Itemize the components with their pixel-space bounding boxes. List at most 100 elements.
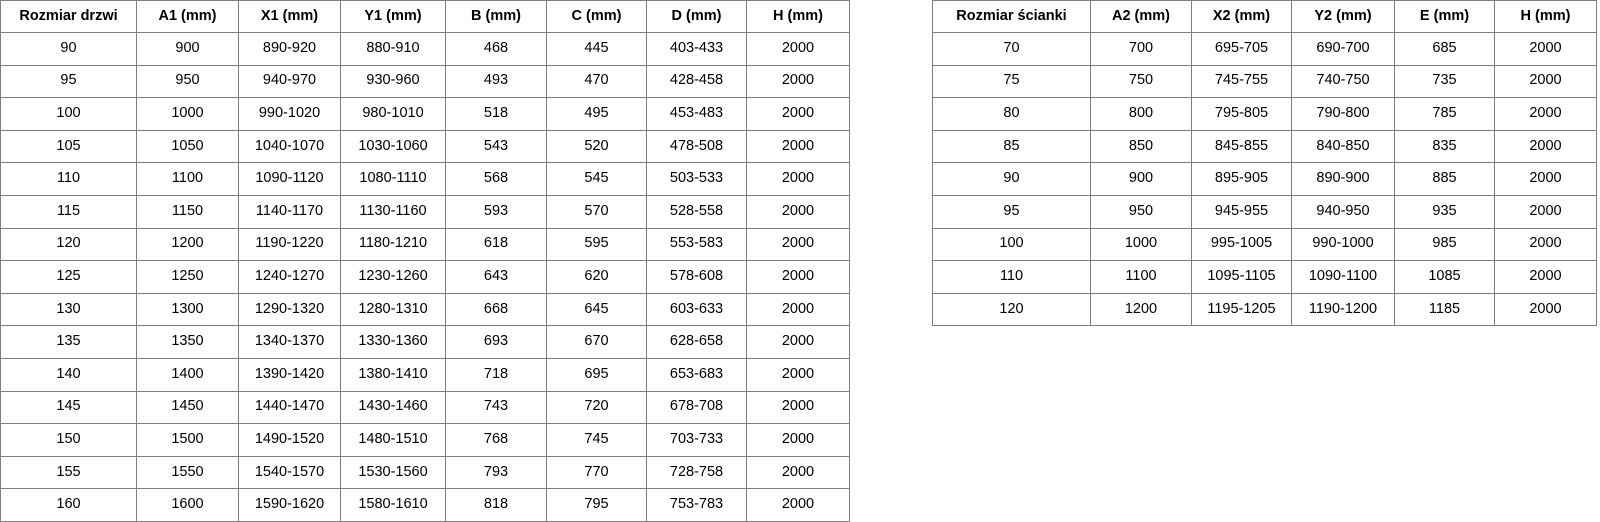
table-row: 70 700 695-705 690-700 685 2000 bbox=[932, 32, 1597, 66]
table-cell: 668 bbox=[445, 292, 547, 327]
table-cell: 160 bbox=[0, 488, 137, 522]
table-cell: 2000 bbox=[746, 260, 850, 294]
table-cell: 95 bbox=[932, 194, 1091, 229]
table-cell: 2000 bbox=[746, 32, 850, 66]
table-cell: 1190-1200 bbox=[1291, 292, 1395, 327]
table-cell: 2000 bbox=[1494, 292, 1597, 327]
table-cell: 135 bbox=[0, 325, 137, 359]
table-cell: 90 bbox=[0, 32, 137, 66]
table-cell: 1580-1610 bbox=[340, 488, 446, 522]
table-cell: 1490-1520 bbox=[238, 423, 341, 457]
table-cell: 785 bbox=[1394, 97, 1495, 131]
table-cell: 75 bbox=[932, 64, 1091, 99]
table-row: 100 1000 990-1020 980-1010 518 495 453-483 2000 bbox=[0, 97, 850, 131]
table-cell: 768 bbox=[445, 423, 547, 457]
table-cell: 503-533 bbox=[646, 162, 747, 196]
table-row: 90 900 890-920 880-910 468 445 403-433 2000 bbox=[0, 32, 850, 66]
table-cell: 120 bbox=[932, 292, 1091, 327]
table-cell: 520 bbox=[546, 129, 647, 164]
table-cell: 1030-1060 bbox=[340, 129, 446, 164]
wall-size-column-header-1: A2 (mm) bbox=[1090, 0, 1192, 33]
table-cell: 1530-1560 bbox=[340, 455, 446, 490]
table-cell: 140 bbox=[0, 357, 137, 392]
table-header-row: Rozmiar ścianki A2 (mm) X2 (mm) Y2 (mm) E (m… bbox=[932, 0, 1597, 33]
table-cell: 800 bbox=[1090, 97, 1192, 131]
table-cell: 750 bbox=[1090, 64, 1192, 99]
table-cell: 115 bbox=[0, 194, 137, 229]
wall-size-column-header-0: Rozmiar ścianki bbox=[932, 0, 1091, 33]
wall-size-table-head: Rozmiar ścianki A2 (mm) X2 (mm) Y2 (mm) E (m… bbox=[932, 0, 1597, 33]
table-cell: 835 bbox=[1394, 129, 1495, 164]
table-cell: 130 bbox=[0, 292, 137, 327]
table-cell: 1200 bbox=[136, 227, 239, 262]
door-size-column-header-6: D (mm) bbox=[646, 0, 747, 33]
wall-size-column-header-4: E (mm) bbox=[1394, 0, 1495, 33]
table-cell: 2000 bbox=[746, 488, 850, 522]
table-cell: 718 bbox=[445, 357, 547, 392]
table-cell: 1350 bbox=[136, 325, 239, 359]
table-cell: 1500 bbox=[136, 423, 239, 457]
table-cell: 1090-1120 bbox=[238, 162, 341, 196]
door-size-table-head: Rozmiar drzwi A1 (mm) X1 (mm) Y1 (mm) B (mm)… bbox=[0, 0, 850, 33]
table-cell: 885 bbox=[1394, 162, 1495, 196]
table-cell: 840-850 bbox=[1291, 129, 1395, 164]
table-cell: 125 bbox=[0, 260, 137, 294]
table-cell: 735 bbox=[1394, 64, 1495, 99]
table-cell: 890-900 bbox=[1291, 162, 1395, 196]
table-cell: 950 bbox=[1090, 194, 1192, 229]
table-cell: 1550 bbox=[136, 455, 239, 490]
table-cell: 553-583 bbox=[646, 227, 747, 262]
table-cell: 80 bbox=[932, 97, 1091, 131]
table-cell: 985 bbox=[1394, 227, 1495, 262]
table-row: 120 1200 1195-1205 1190-1200 1185 2000 bbox=[932, 292, 1597, 327]
table-cell: 743 bbox=[445, 390, 547, 425]
table-cell: 1040-1070 bbox=[238, 129, 341, 164]
table-cell: 1290-1320 bbox=[238, 292, 341, 327]
table-cell: 545 bbox=[546, 162, 647, 196]
table-cell: 1480-1510 bbox=[340, 423, 446, 457]
table-cell: 493 bbox=[445, 64, 547, 99]
table-cell: 2000 bbox=[1494, 162, 1597, 196]
table-cell: 620 bbox=[546, 260, 647, 294]
door-size-table-body: 90 900 890-920 880-910 468 445 403-433 2000 95 95… bbox=[0, 32, 850, 522]
table-row: 100 1000 995-1005 990-1000 985 2000 bbox=[932, 227, 1597, 262]
table-cell: 150 bbox=[0, 423, 137, 457]
table-cell: 618 bbox=[445, 227, 547, 262]
table-cell: 2000 bbox=[1494, 64, 1597, 99]
table-cell: 110 bbox=[0, 162, 137, 196]
table-row: 110 1100 1090-1120 1080-1110 568 545 503-533 20… bbox=[0, 162, 850, 196]
table-cell: 770 bbox=[546, 455, 647, 490]
table-cell: 1185 bbox=[1394, 292, 1495, 327]
table-cell: 1250 bbox=[136, 260, 239, 294]
table-row: 95 950 940-970 930-960 493 470 428-458 2000 bbox=[0, 64, 850, 99]
table-cell: 85 bbox=[932, 129, 1091, 164]
table-cell: 690-700 bbox=[1291, 32, 1395, 66]
table-cell: 670 bbox=[546, 325, 647, 359]
table-cell: 2000 bbox=[746, 64, 850, 99]
table-cell: 1380-1410 bbox=[340, 357, 446, 392]
table-cell: 453-483 bbox=[646, 97, 747, 131]
table-cell: 528-558 bbox=[646, 194, 747, 229]
table-cell: 428-458 bbox=[646, 64, 747, 99]
table-cell: 1085 bbox=[1394, 260, 1495, 294]
table-cell: 95 bbox=[0, 64, 137, 99]
table-cell: 603-633 bbox=[646, 292, 747, 327]
table-cell: 100 bbox=[0, 97, 137, 131]
table-cell: 70 bbox=[932, 32, 1091, 66]
table-cell: 2000 bbox=[1494, 227, 1597, 262]
table-cell: 1130-1160 bbox=[340, 194, 446, 229]
table-cell: 1230-1260 bbox=[340, 260, 446, 294]
table-cell: 2000 bbox=[1494, 194, 1597, 229]
table-cell: 990-1000 bbox=[1291, 227, 1395, 262]
table-cell: 470 bbox=[546, 64, 647, 99]
wall-size-table: Rozmiar ścianki A2 (mm) X2 (mm) Y2 (mm) E (m… bbox=[932, 0, 1597, 327]
table-cell: 2000 bbox=[746, 162, 850, 196]
table-cell: 900 bbox=[136, 32, 239, 66]
wall-size-column-header-3: Y2 (mm) bbox=[1291, 0, 1395, 33]
table-cell: 1180-1210 bbox=[340, 227, 446, 262]
table-cell: 2000 bbox=[746, 325, 850, 359]
table-row: 120 1200 1190-1220 1180-1210 618 595 553-583 20… bbox=[0, 227, 850, 262]
table-cell: 1590-1620 bbox=[238, 488, 341, 522]
table-cell: 495 bbox=[546, 97, 647, 131]
